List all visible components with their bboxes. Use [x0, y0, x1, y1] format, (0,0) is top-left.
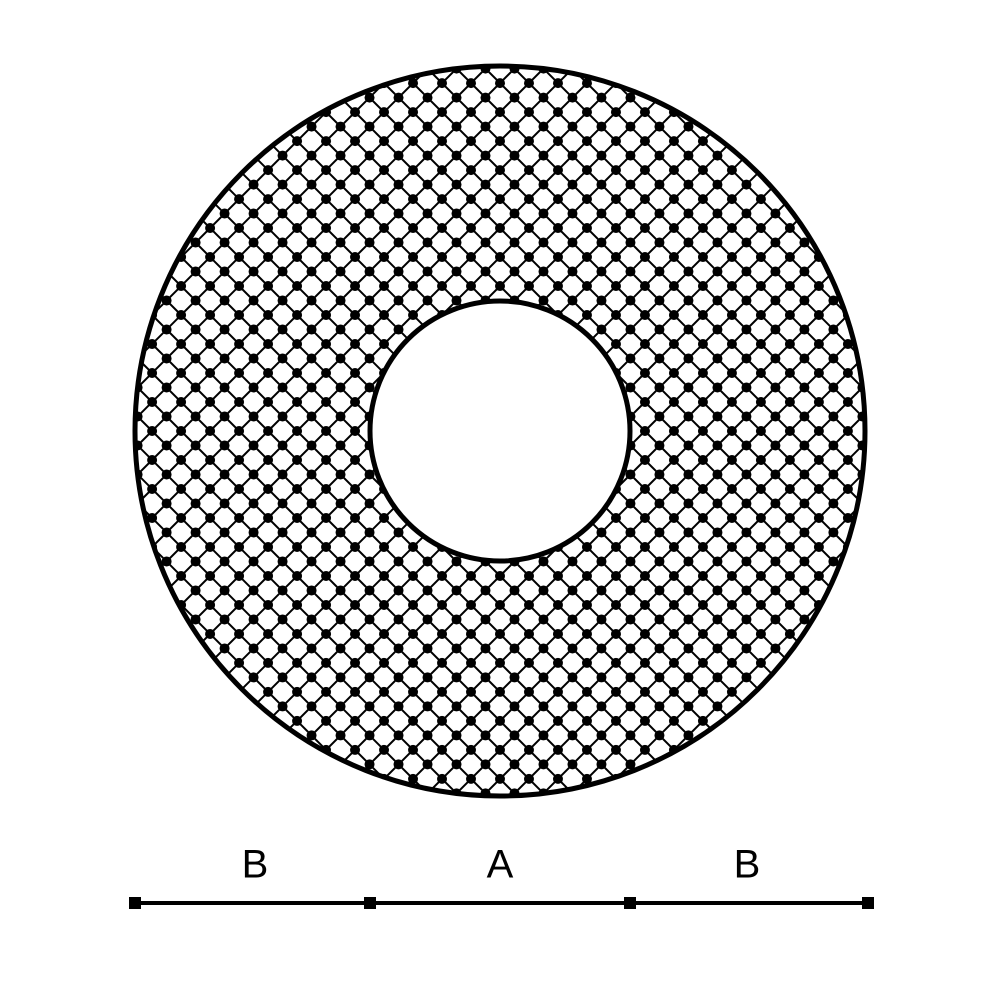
dimension-marker: [129, 897, 141, 909]
diagram-container: B A B: [0, 0, 1000, 1000]
dim-label-b-left: B: [242, 843, 269, 888]
dim-label-a: A: [487, 843, 514, 888]
dimension-marker: [862, 897, 874, 909]
dim-label-b-right: B: [734, 843, 761, 888]
dimension-marker: [624, 897, 636, 909]
dimension-marker: [364, 897, 376, 909]
